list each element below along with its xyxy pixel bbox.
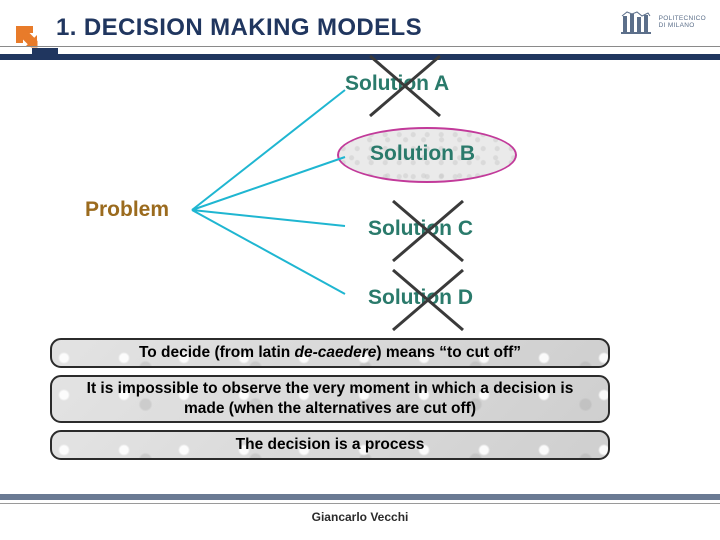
solution-label: Solution A <box>345 72 449 96</box>
slide: 1. DECISION MAKING MODELS POLITECNICODI … <box>0 0 720 540</box>
solution-label: Solution D <box>368 286 473 310</box>
solutions-container: Solution A Solution B Solution C Solution D <box>0 0 720 540</box>
solution-label: Solution B <box>370 142 475 166</box>
solution-label: Solution C <box>368 217 473 241</box>
